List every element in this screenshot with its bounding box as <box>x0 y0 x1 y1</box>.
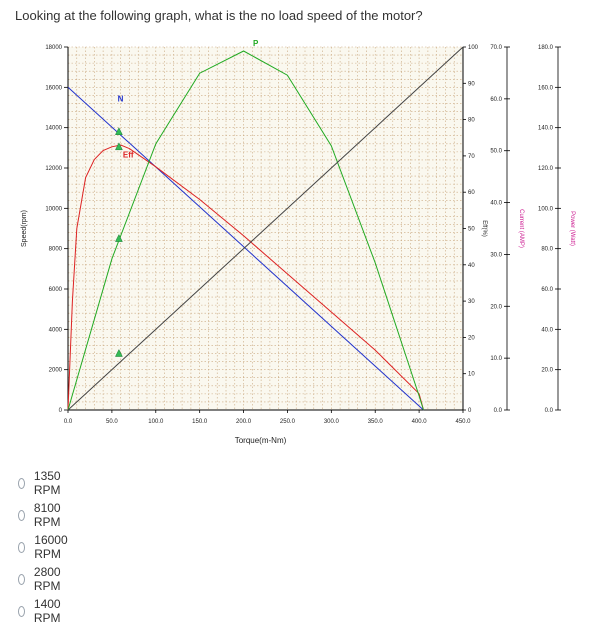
series-line-n <box>67 86 424 411</box>
speed-tick-label: 2000 <box>49 368 63 374</box>
speed-tick-label: 6000 <box>49 287 63 293</box>
option-label: 1350 RPM <box>33 469 61 497</box>
radio-button[interactable] <box>18 605 25 617</box>
speed-tick-label: 8000 <box>49 247 63 253</box>
power-tick-label: 60.0 <box>541 287 553 293</box>
option-label: 16000 RPM <box>34 533 68 561</box>
current-axis-label: Current (AMP) <box>518 209 524 248</box>
power-tick-label: 40.0 <box>541 327 553 333</box>
power-tick-label: 120.0 <box>538 166 554 172</box>
efficiency-axis-label: Eff(%) <box>481 220 487 237</box>
x-tick-label: 350.0 <box>368 419 384 425</box>
efficiency-tick-label: 40 <box>468 263 475 269</box>
marker-point <box>115 234 123 242</box>
option-label: 1400 RPM <box>33 597 61 625</box>
speed-tick-label: 14000 <box>45 126 62 132</box>
speed-axis-label: Speed(rpm) <box>21 210 28 247</box>
option-label: 2800 RPM <box>33 565 61 593</box>
power-tick-label: 100.0 <box>538 206 554 212</box>
efficiency-tick-label: 20 <box>468 335 475 341</box>
series-name-eff: Eff <box>123 151 134 160</box>
efficiency-tick-label: 90 <box>468 81 475 87</box>
efficiency-tick-label: 50 <box>468 227 475 233</box>
grid <box>67 46 464 411</box>
series-name-n: N <box>118 94 124 103</box>
series-line-eff <box>67 144 424 411</box>
efficiency-tick-label: 60 <box>468 190 475 196</box>
x-tick-label: 250.0 <box>280 419 296 425</box>
marker-point <box>115 142 123 151</box>
marker-point <box>115 348 123 357</box>
current-tick-label: 50.0 <box>490 149 502 155</box>
speed-tick-label: 0 <box>59 408 63 414</box>
current-tick-label: 60.0 <box>490 97 502 103</box>
x-tick-label: 150.0 <box>192 419 208 425</box>
x-tick-label: 50.0 <box>106 419 118 425</box>
current-tick-label: 30.0 <box>490 252 502 258</box>
power-tick-label: 160.0 <box>538 85 554 91</box>
option-label: 8100 RPM <box>33 501 61 529</box>
x-tick-label: 400.0 <box>412 419 428 425</box>
radio-button[interactable] <box>18 509 25 521</box>
power-tick-label: 140.0 <box>538 126 554 132</box>
motor-performance-chart: 0.0 50.0 100.0 150.0 200.0 250.0 300.0 350.0 400… <box>21 39 575 445</box>
series-line-i <box>67 46 464 411</box>
power-tick-label: 80.0 <box>541 247 553 253</box>
speed-tick-label: 16000 <box>45 85 62 91</box>
current-tick-label: 0.0 <box>494 408 503 414</box>
radio-button[interactable] <box>18 541 26 553</box>
speed-tick-label: 18000 <box>45 45 62 51</box>
efficiency-tick-label: 30 <box>468 299 475 305</box>
series-line-p <box>67 50 424 411</box>
efficiency-tick-label: 70 <box>468 154 475 160</box>
efficiency-tick-label: 80 <box>468 118 475 124</box>
power-tick-label: 20.0 <box>541 368 553 374</box>
x-tick-label: 450.0 <box>455 419 471 425</box>
x-tick-label: 200.0 <box>236 419 252 425</box>
radio-button[interactable] <box>18 573 25 585</box>
radio-button[interactable] <box>18 477 25 489</box>
question-text: Looking at the following graph, what is … <box>15 8 423 23</box>
power-tick-label: 0.0 <box>545 408 554 414</box>
efficiency-tick-label: 0 <box>468 408 472 414</box>
efficiency-tick-label: 10 <box>468 372 475 378</box>
option-1400-rpm[interactable]: 1400 RPM <box>18 597 65 625</box>
speed-tick-label: 12000 <box>45 166 62 172</box>
current-tick-label: 20.0 <box>490 304 502 310</box>
speed-tick-label: 4000 <box>49 327 63 333</box>
current-tick-label: 40.0 <box>490 201 502 207</box>
option-16000-rpm[interactable]: 16000 RPM <box>18 533 71 561</box>
speed-tick-label: 10000 <box>45 206 62 212</box>
efficiency-tick-label: 100 <box>468 45 479 51</box>
option-8100-rpm[interactable]: 8100 RPM <box>18 501 65 529</box>
x-tick-label: 300.0 <box>324 419 340 425</box>
x-tick-label: 0.0 <box>64 419 73 425</box>
x-axis-label: Torque(m-Nm) <box>235 436 287 445</box>
power-tick-label: 180.0 <box>538 45 554 51</box>
current-tick-label: 10.0 <box>490 356 502 362</box>
x-tick-label: 100.0 <box>148 419 164 425</box>
option-2800-rpm[interactable]: 2800 RPM <box>18 565 65 593</box>
option-1350-rpm[interactable]: 1350 RPM <box>18 469 65 497</box>
series-name-p: P <box>253 39 259 48</box>
current-tick-label: 70.0 <box>490 45 502 51</box>
power-axis-label: Power (Watt) <box>569 211 575 246</box>
marker-point <box>115 127 123 135</box>
